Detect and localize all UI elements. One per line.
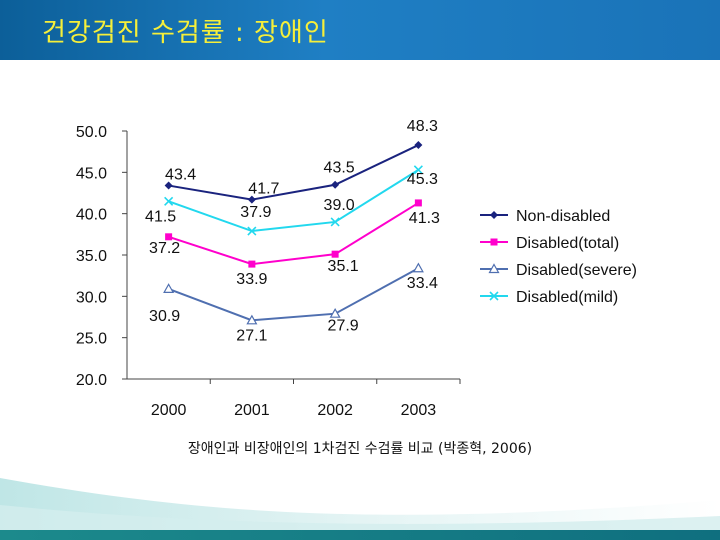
legend: Non-disabled Disabled(total) Disabled(seve…: [480, 208, 637, 306]
data-label: 43.5: [324, 160, 355, 177]
y-tick-label: 20.0: [76, 372, 107, 389]
data-label: 33.9: [236, 271, 267, 288]
series-line: [168, 169, 419, 233]
legend-label: Disabled(mild): [516, 289, 618, 306]
chart-caption: 장애인과 비장애인의 1차검진 수검률 비교 (박종혁, 2006): [187, 441, 533, 457]
legend-label: Disabled(severe): [516, 262, 637, 279]
series-disabled-total: 37.2 33.9 35.1 41.3: [149, 199, 440, 288]
series-disabled-mild: 41.5 37.9 39.0 45.3: [145, 165, 438, 236]
y-tick-label: 30.0: [76, 289, 107, 306]
diamond-marker: [414, 141, 423, 150]
data-label: 45.3: [407, 171, 438, 188]
triangle-marker: [412, 262, 424, 273]
footer-wave-decoration: [0, 478, 720, 540]
series-line: [168, 144, 419, 201]
diamond-marker: [490, 211, 498, 219]
x-tick-label: 2001: [234, 402, 270, 419]
data-label: 27.1: [236, 327, 267, 344]
y-tick-label: 45.0: [76, 165, 107, 182]
series-line: [168, 202, 419, 266]
data-label: 41.5: [145, 208, 176, 225]
x-marker: [247, 226, 257, 236]
y-tick-label: 50.0: [76, 124, 107, 141]
x-tick-label: 2000: [151, 402, 187, 419]
series-non-disabled: 43.4 41.7 43.5 48.3: [164, 118, 438, 204]
data-label: 39.0: [324, 197, 355, 214]
data-label: 27.9: [328, 318, 359, 335]
data-label: 33.4: [407, 275, 438, 292]
triangle-marker: [163, 283, 175, 293]
x-marker: [330, 217, 340, 227]
y-tick-label: 35.0: [76, 248, 107, 265]
x-marker: [489, 291, 499, 301]
x-marker: [413, 165, 423, 175]
slide-title: 건강검진 수검률 : 장애인: [42, 18, 329, 48]
legend-label: Non-disabled: [516, 208, 610, 225]
data-label: 48.3: [407, 118, 438, 135]
diamond-marker: [331, 180, 340, 189]
y-tick-label: 25.0: [76, 331, 107, 348]
triangle-marker: [329, 307, 341, 318]
square-marker: [331, 250, 339, 258]
x-tick-label: 2002: [317, 402, 353, 419]
series-line: [168, 267, 419, 322]
legend-label: Disabled(total): [516, 235, 619, 252]
series-disabled-severe: 30.9 27.1 27.9 33.4: [149, 262, 438, 344]
title-bar: 건강검진 수검률 : 장애인: [0, 0, 720, 60]
data-label: 43.4: [165, 167, 196, 184]
line-chart: 20.0 25.0 30.0 35.0 40.0 45.0 50.0 2000 2001 2002…: [76, 118, 637, 419]
triangle-marker: [488, 263, 500, 274]
diamond-marker: [164, 181, 173, 190]
square-marker: [165, 233, 173, 241]
diamond-marker: [247, 195, 256, 204]
square-marker: [490, 238, 498, 246]
square-marker: [248, 260, 256, 268]
data-label: 35.1: [328, 258, 359, 275]
square-marker: [414, 199, 422, 207]
data-label: 30.9: [149, 308, 180, 325]
x-marker: [164, 196, 174, 206]
triangle-marker: [246, 314, 258, 325]
x-tick-label: 2003: [401, 402, 437, 419]
y-tick-label: 40.0: [76, 207, 107, 224]
data-label: 37.2: [149, 240, 180, 257]
data-label: 37.9: [240, 204, 271, 221]
data-label: 41.3: [409, 210, 440, 227]
data-label: 41.7: [248, 181, 279, 198]
